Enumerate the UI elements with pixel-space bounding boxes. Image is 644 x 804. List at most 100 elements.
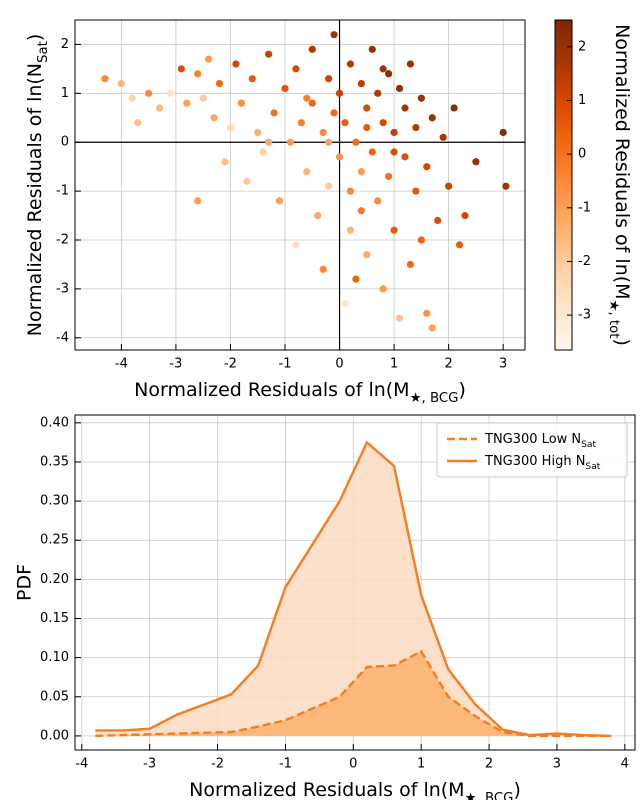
point [357,79,365,88]
point [499,128,507,137]
x-tick-label: 0 [335,357,343,372]
y-tick-label: -3 [56,281,69,296]
point [379,65,387,73]
point [101,75,109,83]
point [439,133,447,141]
point [357,167,365,176]
point [352,138,360,146]
y-axis-label-part: Normalized Residuals of ln(N [24,63,46,336]
point [423,163,431,171]
colorbar-tick-label: 1 [578,93,586,108]
y-tick-label: 0.30 [40,494,69,509]
point [265,50,273,58]
colorbar-tick-label: -3 [578,308,591,323]
point [314,211,322,220]
x-tick-label: -3 [169,357,182,372]
point [297,119,305,127]
point [259,148,267,156]
point [363,251,371,259]
y-tick-label: 0.35 [40,454,69,469]
colorbar-tick-label: 0 [578,147,586,162]
point [374,197,382,205]
point [205,55,213,63]
point [423,309,431,317]
y-axis-label-sub: Sat [36,41,51,63]
colorbar [554,19,573,351]
point [363,123,371,132]
point [325,182,333,190]
legend-name: TNG300 High N [484,454,585,469]
point [346,187,355,195]
point [385,172,393,181]
point [128,94,136,102]
point [166,89,175,97]
y-tick-label: 0.40 [40,415,69,430]
legend-label: TNG300 High NSat [484,454,601,472]
point [445,182,453,190]
point [379,119,387,127]
point [341,299,349,308]
point [117,79,125,88]
point [194,70,202,78]
legend-sub: Sat [585,462,600,472]
colorbar-tick-label: -2 [578,254,591,269]
point [254,128,262,137]
x-tick-label: -4 [75,757,88,772]
point [308,99,316,107]
x-tick-label: 4 [621,757,629,772]
point [357,207,365,215]
x-tick-label: 2 [444,357,452,372]
point [390,128,398,137]
point [401,153,409,161]
y-tick-label: 0.05 [40,689,69,704]
colorbar-label-part: ) [612,338,634,345]
x-tick-label: -2 [224,357,237,372]
x-tick-label: 2 [485,757,493,772]
y-tick-label: 1 [61,86,69,101]
y-tick-label: 0.15 [40,611,69,626]
x-axis-label-part: ) [513,779,520,801]
colorbar-label-sub: ★, tot [607,300,622,339]
point [346,60,355,68]
y-tick-label: 0.25 [40,533,69,548]
legend-name: TNG300 Low N [484,432,581,447]
legend-box [436,422,628,478]
point [417,94,425,102]
point [417,236,425,244]
point [145,89,153,97]
point [412,123,420,132]
x-tick-label: -4 [115,357,128,372]
y-axis-label: PDF [14,564,36,601]
area [95,442,612,736]
point [210,114,218,122]
point [379,285,387,293]
colorbar-label-part: Normalized Residuals of ln(M [612,24,634,299]
point [406,260,415,269]
point [335,153,344,161]
y-tick-label: -2 [56,233,69,248]
point [221,158,229,166]
colorbar-tick-label: 2 [578,39,586,54]
y-tick-label: 2 [61,37,69,52]
y-tick-label: 0.10 [40,650,69,665]
x-tick-label: 3 [499,357,507,372]
x-tick-label: 3 [553,757,561,772]
x-axis-label: Normalized Residuals of ln(M★, BCG) [134,379,466,406]
point [134,119,142,127]
point [472,158,480,166]
point [461,211,469,220]
point [232,60,240,68]
axes-frame [74,414,636,751]
point [428,114,436,122]
point [237,99,245,107]
point [319,265,327,273]
y-tick-label: 0.00 [40,728,69,743]
point [325,75,333,83]
point [303,167,311,176]
point [270,109,278,117]
x-tick-label: -2 [211,757,224,772]
point [455,241,464,249]
point [308,45,316,53]
x-axis-label-part: Normalized Residuals of ln(M [134,379,409,401]
